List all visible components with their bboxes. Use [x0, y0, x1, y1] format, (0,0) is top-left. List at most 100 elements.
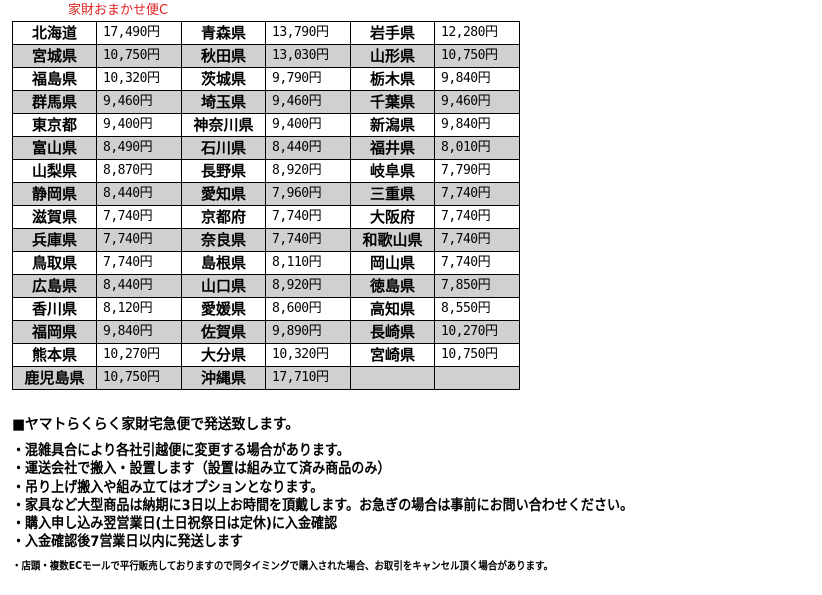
prefecture-cell: 石川県 [181, 136, 266, 160]
table-row: 東京都 9,400円 神奈川県 9,400円 新潟県 9,840円 [12, 113, 520, 137]
prefecture-cell: 愛媛県 [181, 297, 266, 321]
prefecture-cell [350, 366, 435, 390]
price-cell: 8,870円 [96, 159, 182, 183]
prefecture-cell: 山梨県 [12, 159, 97, 183]
table-title: 家財おまかせ便C [68, 3, 169, 18]
prefecture-cell: 富山県 [12, 136, 97, 160]
prefecture-cell: 茨城県 [181, 67, 266, 91]
prefecture-cell: 福岡県 [12, 320, 97, 344]
prefecture-cell: 和歌山県 [350, 228, 435, 252]
prefecture-cell: 広島県 [12, 274, 97, 298]
table-row: 滋賀県 7,740円 京都府 7,740円 大阪府 7,740円 [12, 205, 520, 229]
price-cell: 10,750円 [96, 44, 182, 68]
price-cell: 12,280円 [434, 21, 520, 45]
note-line: ・運送会社で搬入・設置します（設置は組み立て済み商品のみ） [12, 461, 391, 478]
price-cell: 9,790円 [265, 67, 351, 91]
footnote: ・店頭・複数ECモールで平行販売しておりますので同タイミングで購入された場合、お… [12, 560, 554, 572]
table-row: 群馬県 9,460円 埼玉県 9,460円 千葉県 9,460円 [12, 90, 520, 114]
price-cell: 8,440円 [96, 274, 182, 298]
price-cell: 7,740円 [434, 182, 520, 206]
prefecture-cell: 長崎県 [350, 320, 435, 344]
prefecture-cell: 岐阜県 [350, 159, 435, 183]
prefecture-cell: 埼玉県 [181, 90, 266, 114]
prefecture-cell: 岡山県 [350, 251, 435, 275]
price-cell: 8,110円 [265, 251, 351, 275]
prefecture-cell: 京都府 [181, 205, 266, 229]
price-cell: 7,790円 [434, 159, 520, 183]
price-cell: 10,750円 [434, 343, 520, 367]
prefecture-cell: 新潟県 [350, 113, 435, 137]
price-cell: 7,850円 [434, 274, 520, 298]
price-cell: 9,890円 [265, 320, 351, 344]
prefecture-cell: 千葉県 [350, 90, 435, 114]
note-line: ・混雑具合により各社引越便に変更する場合があります。 [12, 443, 350, 459]
price-cell: 10,270円 [434, 320, 520, 344]
prefecture-cell: 島根県 [181, 251, 266, 275]
table-row: 福島県 10,320円 茨城県 9,790円 栃木県 9,840円 [12, 67, 520, 91]
prefecture-cell: 大分県 [181, 343, 266, 367]
price-cell: 8,440円 [96, 182, 182, 206]
prefecture-cell: 静岡県 [12, 182, 97, 206]
price-cell: 8,600円 [265, 297, 351, 321]
prefecture-cell: 大阪府 [350, 205, 435, 229]
table-row: 富山県 8,490円 石川県 8,440円 福井県 8,010円 [12, 136, 520, 160]
prefecture-cell: 沖縄県 [181, 366, 266, 390]
price-cell: 9,460円 [96, 90, 182, 114]
prefecture-cell: 山口県 [181, 274, 266, 298]
shipping-rate-table: 北海道 17,490円 青森県 13,790円 岩手県 12,280円 宮城県 10,750円… [12, 21, 520, 390]
price-cell: 9,840円 [434, 113, 520, 137]
prefecture-cell: 香川県 [12, 297, 97, 321]
price-cell: 10,270円 [96, 343, 182, 367]
prefecture-cell: 北海道 [12, 21, 97, 45]
price-cell: 9,400円 [96, 113, 182, 137]
prefecture-cell: 滋賀県 [12, 205, 97, 229]
price-cell: 7,740円 [96, 228, 182, 252]
note-line: ・家具など大型商品は納期に3日以上お時間を頂戴します。お急ぎの場合は事前にお問い… [12, 497, 634, 514]
price-cell: 7,740円 [96, 205, 182, 229]
price-cell: 9,840円 [96, 320, 182, 344]
price-cell [434, 366, 520, 390]
price-cell: 9,460円 [265, 90, 351, 114]
price-cell: 7,740円 [96, 251, 182, 275]
price-cell: 7,960円 [265, 182, 351, 206]
price-cell: 10,750円 [96, 366, 182, 390]
price-cell: 8,120円 [96, 297, 182, 321]
prefecture-cell: 神奈川県 [181, 113, 266, 137]
table-row: 宮城県 10,750円 秋田県 13,030円 山形県 10,750円 [12, 44, 520, 68]
prefecture-cell: 栃木県 [350, 67, 435, 91]
table-row: 鳥取県 7,740円 島根県 8,110円 岡山県 7,740円 [12, 251, 520, 275]
price-cell: 9,460円 [434, 90, 520, 114]
prefecture-cell: 佐賀県 [181, 320, 266, 344]
note-line: ・購入申し込み翌営業日(土日祝祭日は定休)に入金確認 [12, 516, 338, 533]
price-cell: 17,490円 [96, 21, 182, 45]
prefecture-cell: 岩手県 [350, 21, 435, 45]
notes-heading: ■ヤマトらくらく家財宅急便で発送致します。 [12, 417, 300, 433]
price-cell: 10,320円 [265, 343, 351, 367]
price-cell: 10,320円 [96, 67, 182, 91]
prefecture-cell: 宮城県 [12, 44, 97, 68]
prefecture-cell: 愛知県 [181, 182, 266, 206]
table-row: 北海道 17,490円 青森県 13,790円 岩手県 12,280円 [12, 21, 520, 45]
note-line: ・入金確認後7営業日以内に発送します [12, 534, 243, 551]
price-cell: 8,920円 [265, 274, 351, 298]
prefecture-cell: 鳥取県 [12, 251, 97, 275]
table-row: 福岡県 9,840円 佐賀県 9,890円 長崎県 10,270円 [12, 320, 520, 344]
shipping-notes: ■ヤマトらくらく家財宅急便で発送致します。 ・混雑具合により各社引越便に変更する… [12, 416, 702, 552]
price-cell: 13,790円 [265, 21, 351, 45]
price-cell: 8,920円 [265, 159, 351, 183]
prefecture-cell: 群馬県 [12, 90, 97, 114]
prefecture-cell: 兵庫県 [12, 228, 97, 252]
prefecture-cell: 秋田県 [181, 44, 266, 68]
price-cell: 7,740円 [265, 205, 351, 229]
prefecture-cell: 福島県 [12, 67, 97, 91]
prefecture-cell: 高知県 [350, 297, 435, 321]
table-row: 静岡県 8,440円 愛知県 7,960円 三重県 7,740円 [12, 182, 520, 206]
price-cell: 10,750円 [434, 44, 520, 68]
price-cell: 9,840円 [434, 67, 520, 91]
table-row: 兵庫県 7,740円 奈良県 7,740円 和歌山県 7,740円 [12, 228, 520, 252]
prefecture-cell: 福井県 [350, 136, 435, 160]
prefecture-cell: 鹿児島県 [12, 366, 97, 390]
price-cell: 7,740円 [434, 228, 520, 252]
prefecture-cell: 青森県 [181, 21, 266, 45]
prefecture-cell: 奈良県 [181, 228, 266, 252]
